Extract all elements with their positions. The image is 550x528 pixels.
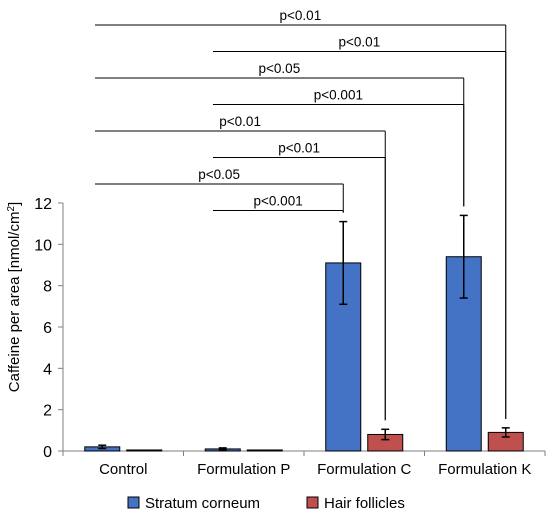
legend-swatch — [306, 496, 319, 509]
legend-swatch — [127, 496, 140, 509]
y-axis-title: Caffeine per area [nmol/cm2] — [6, 202, 24, 392]
significance-label: p<0.05 — [198, 167, 240, 182]
y-tick-label: 4 — [43, 361, 52, 378]
y-tick-label: 10 — [34, 237, 52, 254]
significance-label: p<0.01 — [278, 141, 320, 156]
bar — [126, 449, 163, 452]
legend: Stratum corneum Hair follicles — [127, 495, 405, 512]
significance-label: p<0.01 — [280, 8, 322, 23]
y-tick-label: 0 — [43, 444, 52, 461]
x-tick-label: Formulation C — [317, 461, 411, 478]
bar — [246, 449, 283, 452]
legend-label: Hair follicles — [324, 495, 405, 512]
y-tick-label: 2 — [43, 403, 52, 420]
error-bars — [98, 214, 510, 451]
significance-label: p<0.001 — [254, 194, 303, 209]
significance-label: p<0.001 — [314, 88, 363, 103]
significance-label: p<0.01 — [339, 35, 381, 50]
significance-brackets: p<0.01 p<0.01 p<0.05 p<0.001 p<0.01 p<0.01 p<0… — [95, 8, 507, 421]
x-tick-label: Formulation P — [197, 461, 290, 478]
significance-label: p<0.01 — [219, 114, 261, 129]
significance-label: p<0.05 — [259, 61, 301, 76]
x-tick-label: Formulation K — [438, 461, 531, 478]
bars — [84, 256, 524, 452]
y-tick-label: 6 — [43, 320, 52, 337]
legend-label: Stratum corneum — [145, 495, 260, 512]
y-tick-label: 12 — [34, 196, 52, 213]
x-tick-labels: Control Formulation P Formulation C Formula… — [62, 451, 546, 478]
x-tick-label: Control — [99, 461, 147, 478]
y-tick-label: 8 — [43, 279, 52, 296]
y-ticks: 0 2 4 6 8 10 12 — [34, 196, 63, 461]
